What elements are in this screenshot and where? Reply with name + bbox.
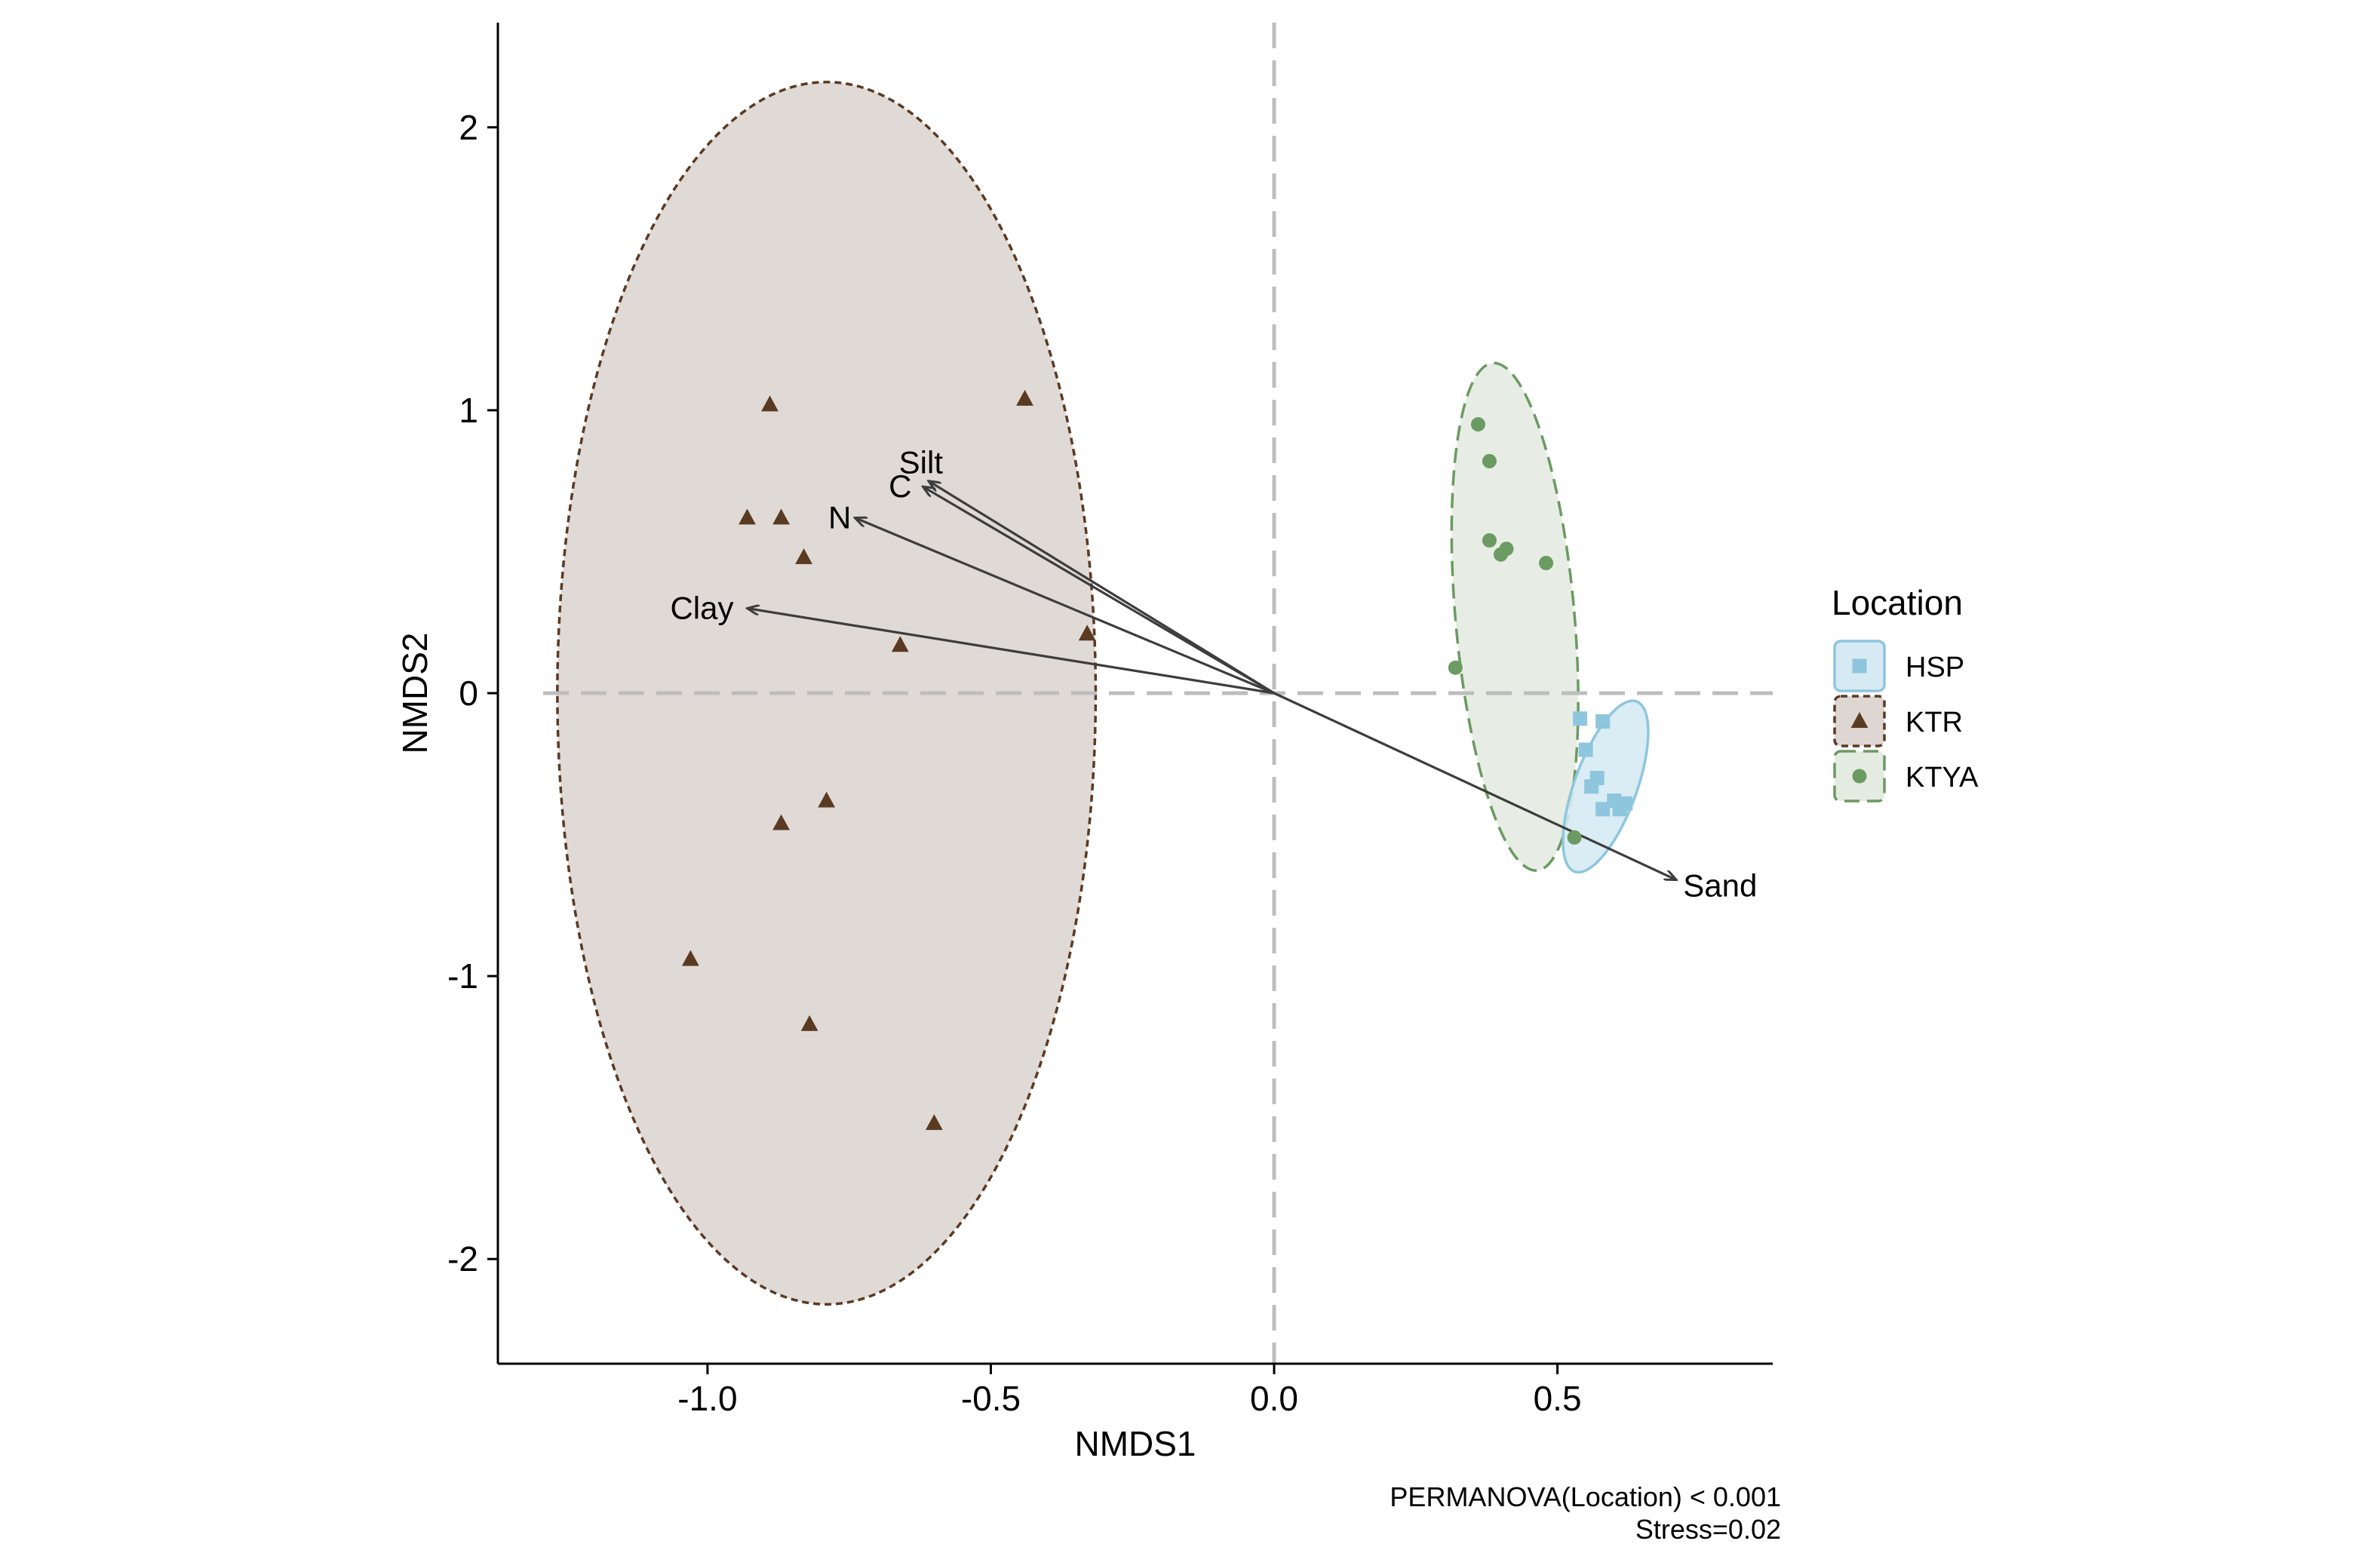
point-hsp-8: [1595, 802, 1611, 817]
y-axis-title: NMDS2: [395, 632, 435, 754]
point-ktr-12: [925, 1114, 943, 1131]
y-tick-label-1: 1: [459, 391, 478, 430]
point-ktya-7: [1448, 660, 1463, 675]
y-tick-label-0: 0: [459, 674, 478, 713]
x-tick-label-0-0: 0.0: [1250, 1379, 1298, 1418]
vector-arrow-n: [855, 517, 1275, 695]
legend-label-hsp: HSP: [1906, 652, 1964, 683]
legend: Location HSP KTR KTYA: [1832, 583, 1979, 803]
vector-arrow-sand: [1273, 692, 1676, 880]
vector-label-silt: Silt: [899, 445, 944, 480]
vector-label-c: C: [889, 468, 911, 504]
point-ktya-8: [1567, 830, 1582, 845]
legend-marker-ktya: [1852, 769, 1867, 784]
point-ktr-2: [1016, 389, 1033, 406]
point-ktya-6: [1539, 555, 1554, 570]
legend-label-ktr: KTR: [1906, 707, 1963, 738]
vector-arrow-silt: [929, 481, 1275, 695]
y-tick-label-2: 2: [459, 108, 478, 147]
legend-label-ktya: KTYA: [1906, 762, 1979, 793]
stress-note: Stress=0.02: [1635, 1514, 1781, 1545]
y-tick-label--1: -1: [447, 956, 478, 996]
vector-arrow-c: [923, 486, 1275, 695]
point-ktr-7: [891, 636, 909, 652]
point-hsp-5: [1584, 779, 1599, 794]
point-ktr-9: [772, 814, 790, 830]
legend-title: Location: [1832, 583, 1963, 622]
axis-ticks: -1.0 -0.5 0.0 0.5 -2 -1 0 1 2: [447, 108, 1581, 1418]
x-axis-title: NMDS1: [1074, 1424, 1196, 1463]
sample-points: [681, 389, 1633, 1131]
point-ktr-5: [795, 548, 812, 564]
x-tick-label--0-5: -0.5: [961, 1379, 1021, 1418]
x-tick-label-0-5: 0.5: [1534, 1379, 1582, 1418]
point-ktr-4: [772, 508, 790, 525]
vector-arrow-clay: [747, 608, 1275, 695]
legend-items: HSP KTR KTYA: [1833, 640, 1979, 803]
vector-label-clay: Clay: [670, 590, 733, 625]
point-ktya-1: [1470, 417, 1485, 432]
point-ktya-5: [1493, 547, 1508, 562]
permanova-note: PERMANOVA(Location) < 0.001: [1390, 1481, 1781, 1512]
ellipse-ktya: [1450, 361, 1580, 872]
point-ktr-6: [1078, 625, 1096, 641]
point-ktr-1: [761, 395, 778, 412]
point-hsp-9: [1612, 802, 1627, 817]
point-ktr-10: [681, 950, 699, 966]
point-ktya-3: [1482, 533, 1497, 548]
vector-label-sand: Sand: [1683, 868, 1757, 904]
point-hsp-1: [1573, 711, 1588, 726]
reference-lines: [543, 23, 1773, 1364]
point-ktya-2: [1482, 453, 1497, 468]
point-ktr-8: [818, 791, 836, 808]
vector-label-n: N: [828, 499, 851, 535]
point-ktr-3: [739, 508, 756, 525]
legend-marker-ktr: [1850, 712, 1869, 728]
point-hsp-2: [1595, 714, 1611, 729]
x-tick-label--1-0: -1.0: [677, 1379, 737, 1418]
ellipse-hsp: [1562, 699, 1650, 874]
annotations: PERMANOVA(Location) < 0.001 Stress=0.02: [1390, 1481, 1781, 1545]
y-tick-label--2: -2: [447, 1239, 478, 1278]
point-hsp-3: [1578, 742, 1593, 757]
point-ktr-11: [800, 1014, 818, 1031]
legend-marker-hsp: [1852, 658, 1867, 674]
